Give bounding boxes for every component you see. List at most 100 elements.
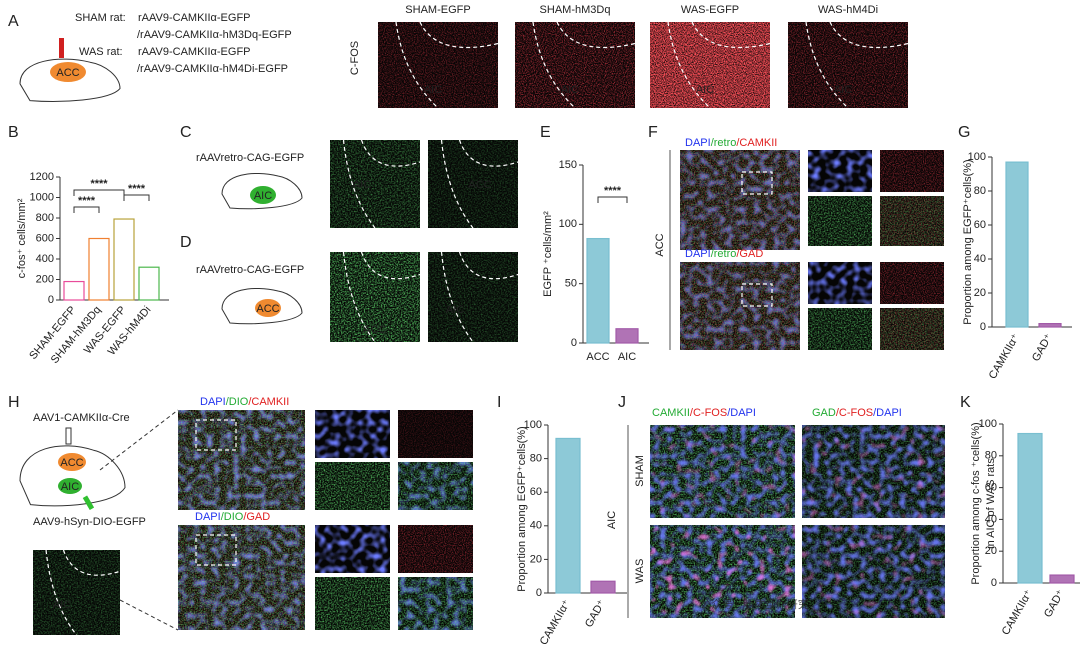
stain-part: /DAPI xyxy=(873,407,902,419)
y-tick-label: 200 xyxy=(36,273,54,285)
y-tick-label: 0 xyxy=(536,587,542,599)
region-outline xyxy=(691,21,771,49)
stain-label: GAD/C-FOS/DAPI xyxy=(812,407,902,419)
bar xyxy=(138,266,160,301)
label: AIC xyxy=(254,190,272,202)
x-tick-label: GAD⁺ xyxy=(1030,332,1055,364)
y-tick-label: 800 xyxy=(36,212,54,224)
y-tick-label: 600 xyxy=(36,232,54,244)
brain-region xyxy=(58,478,82,494)
label: AIC xyxy=(61,481,79,493)
micrograph-signal xyxy=(802,525,945,618)
x-tick-label: GAD⁺ xyxy=(583,598,608,630)
y-axis-label: in AIC of WAS rats xyxy=(985,458,997,549)
significance-bracket xyxy=(123,194,150,201)
watermark: 公众号 · 脑体互作研究 xyxy=(700,597,809,611)
region-label: AIC xyxy=(446,304,464,316)
region-outline xyxy=(419,21,499,49)
region-outline xyxy=(45,549,77,636)
y-tick-label: 60 xyxy=(530,486,542,498)
label: ACC xyxy=(56,67,79,79)
micrograph-signal xyxy=(880,262,944,304)
micrograph-signal xyxy=(880,308,944,350)
panel-letter: D xyxy=(180,234,192,251)
zoom-line xyxy=(99,409,179,471)
zoom-box xyxy=(741,283,773,307)
y-tick-label: 40 xyxy=(530,520,542,532)
stain-part: /DAPI xyxy=(727,407,756,419)
significance-bracket xyxy=(73,206,100,213)
micrograph-signal xyxy=(330,140,420,228)
y-tick-label: 80 xyxy=(530,453,542,465)
y-tick-label: 100 xyxy=(524,419,542,431)
stain-part: DAPI xyxy=(195,511,221,523)
stain-part: DAPI xyxy=(685,137,711,149)
label: AAV1-CAMKIIα-Cre xyxy=(33,412,130,424)
micrograph-signal xyxy=(315,410,390,458)
region-label: AIC xyxy=(834,84,852,96)
region-outline xyxy=(360,251,421,280)
region-label: ACC xyxy=(363,324,386,336)
significance-label: **** xyxy=(604,185,622,197)
y-axis-label: Proportion among EGFP⁺cells(%) xyxy=(516,426,528,591)
stain-part: CAMKII xyxy=(652,407,690,419)
stain-part: DAPI xyxy=(200,396,226,408)
significance-bracket xyxy=(73,189,125,196)
x-tick-label: CAMKIIα⁺ xyxy=(987,332,1023,382)
region-outline xyxy=(440,139,474,229)
image-title: WAS-EGFP xyxy=(681,4,739,16)
panel-letter: K xyxy=(960,394,971,411)
micrograph-signal xyxy=(428,252,518,342)
micrograph-signal xyxy=(398,410,473,458)
x-tick-label: CAMKIIα⁺ xyxy=(1000,588,1036,638)
syringe xyxy=(59,38,64,58)
panel-letter: A xyxy=(8,13,19,30)
region-label: AIC xyxy=(561,84,579,96)
significance-label: **** xyxy=(90,178,108,190)
y-tick-label: 100 xyxy=(979,418,997,430)
label: /rAAV9-CAMKIIα-hM3Dq-EGFP xyxy=(137,29,292,41)
region-label: AIC xyxy=(696,84,714,96)
label: ACC xyxy=(256,303,279,315)
bar xyxy=(88,237,110,301)
stain-part: /GAD xyxy=(736,248,763,260)
micrograph-signal xyxy=(880,196,944,246)
y-tick-label: 20 xyxy=(985,545,997,557)
label: ACC xyxy=(654,233,666,256)
label: rAAVretro-CAG-EGFP xyxy=(196,152,304,164)
bar xyxy=(1049,574,1075,584)
x-tick-label: AIC xyxy=(618,351,636,363)
brain-region xyxy=(250,186,276,204)
image-title: WAS-hM4Di xyxy=(818,4,878,16)
stain-part: /DIO xyxy=(221,511,244,523)
region-outline xyxy=(342,251,376,343)
y-tick-label: 100 xyxy=(559,218,577,230)
stain-label: DAPI/retro/GAD xyxy=(685,248,763,260)
stain-label: C-FOS xyxy=(349,41,361,75)
y-axis-label: c-fos⁺ cells/mm² xyxy=(16,198,28,278)
label: SHAM rat: xyxy=(75,12,126,24)
stain-part: /CAMKII xyxy=(248,396,289,408)
bar xyxy=(1017,432,1043,584)
stain-part: /GAD xyxy=(243,511,270,523)
stain-part: /C-FOS xyxy=(836,407,873,419)
stain-part: /DIO xyxy=(226,396,249,408)
micrograph-signal xyxy=(808,196,872,246)
bar xyxy=(63,280,85,301)
y-tick-label: 0 xyxy=(48,294,54,306)
y-tick-label: 80 xyxy=(974,185,986,197)
stain-part: GAD xyxy=(812,407,836,419)
label: rAAVretro-CAG-EGFP xyxy=(196,264,304,276)
panel-letter: H xyxy=(8,394,20,411)
label: SHAM xyxy=(634,455,646,487)
stain-label: DAPI/DIO/CAMKII xyxy=(200,396,289,408)
y-tick-label: 1000 xyxy=(30,191,54,203)
stain-part: /retro xyxy=(711,137,737,149)
micrograph-signal xyxy=(650,425,795,518)
y-tick-label: 80 xyxy=(985,450,997,462)
y-tick-label: 150 xyxy=(559,159,577,171)
brain-region xyxy=(50,62,86,82)
label: AAV9-hSyn-DIO-EGFP xyxy=(33,516,146,528)
micrograph-signal xyxy=(808,308,872,350)
